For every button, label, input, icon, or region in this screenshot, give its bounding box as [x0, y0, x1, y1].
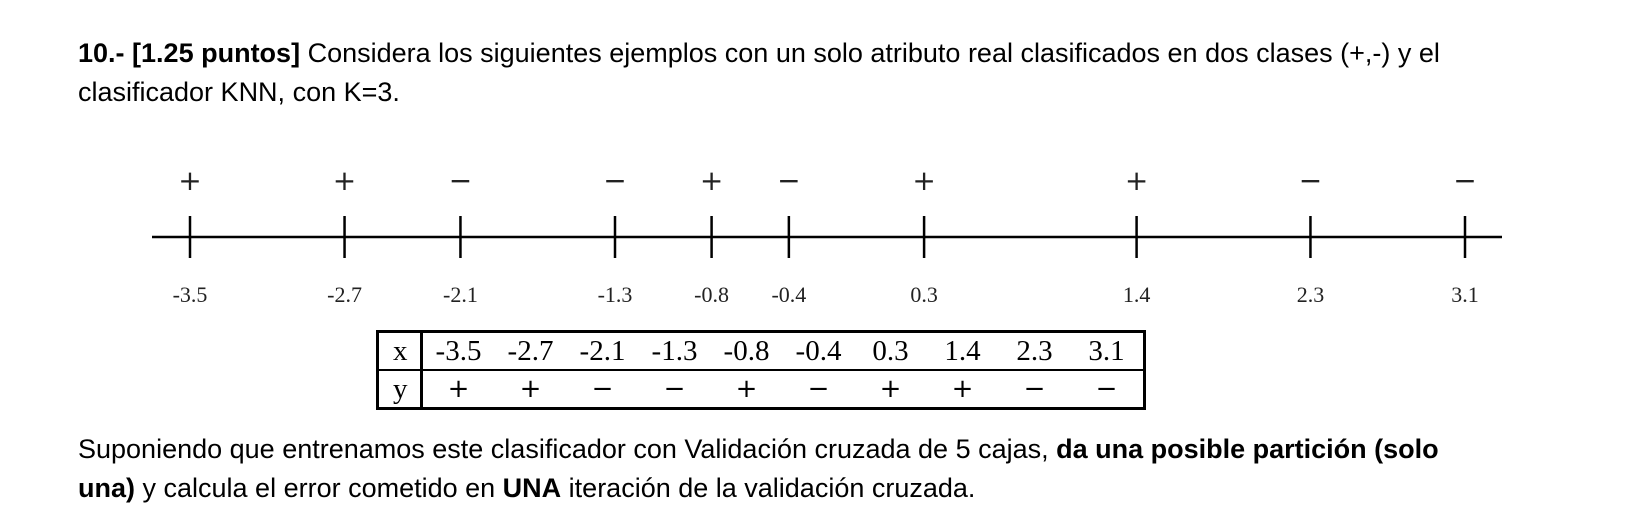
tick-label: -1.3	[598, 282, 633, 307]
table-row-y: y + + − − + − + + − −	[377, 370, 1145, 409]
tick-label: -0.8	[694, 282, 729, 307]
table-cell-x: 0.3	[854, 331, 927, 371]
task-text: Suponiendo que entrenamos este clasifica…	[78, 430, 1598, 508]
table-cell-y: −	[807, 374, 830, 404]
tick-label: 2.3	[1297, 282, 1325, 307]
class-label: +	[333, 164, 356, 197]
tick-label: 3.1	[1451, 282, 1479, 307]
table-cell-x: -3.5	[421, 331, 495, 371]
number-line-marks: + -3.5 + -2.7 − -2.1 − -1.3 + -0.8 − -0.4 +0.3 +1.4 − 2…	[173, 164, 1479, 307]
table-cell-y: +	[735, 374, 758, 404]
table-cell-y: −	[1095, 374, 1118, 404]
tick-label: 0.3	[910, 282, 938, 307]
class-label: −	[449, 164, 472, 197]
table-cell-x: 3.1	[1070, 331, 1144, 371]
tick-label: -3.5	[173, 282, 208, 307]
class-label: +	[912, 164, 935, 197]
question-intro: 10.- [1.25 puntos] Considera los siguien…	[78, 34, 1598, 112]
intro-line-1: Considera los siguientes ejemplos con un…	[300, 38, 1440, 68]
table-cell-y: −	[1023, 374, 1046, 404]
question-points: [1.25 puntos]	[132, 38, 301, 68]
class-label: +	[178, 164, 201, 197]
table-cell-y: −	[663, 374, 686, 404]
table-cell-y: +	[879, 374, 902, 404]
table-cell-x: 2.3	[998, 331, 1071, 371]
table-row-x: x -3.5 -2.7 -2.1 -1.3 -0.8 -0.4 0.3 1.4 2.3 3.1	[377, 331, 1144, 371]
table-header-x: x	[377, 331, 423, 371]
tick-label: -2.7	[327, 282, 362, 307]
task-part-3: una)	[78, 473, 135, 503]
class-label: −	[1453, 164, 1476, 197]
table-cell-x: -2.1	[566, 331, 639, 371]
table-cell-x: -2.7	[494, 331, 567, 371]
number-line-figure: + -3.5 + -2.7 − -2.1 − -1.3 + -0.8 − -0.4 +0.3 +1.4 − 2…	[152, 164, 1502, 307]
table-cell-x: -1.3	[638, 331, 711, 371]
table-cell-y: +	[447, 374, 470, 404]
table-cell-y: +	[519, 374, 542, 404]
table-cell-y: +	[951, 374, 974, 404]
intro-line-2: clasificador KNN, con K=3.	[78, 77, 400, 107]
task-part-6: iteración de la validación cruzada.	[561, 473, 976, 503]
task-part-4: y calcula el error cometido en	[135, 473, 503, 503]
task-part-2: da una posible partición (solo	[1056, 434, 1439, 464]
table-cell-x: -0.4	[782, 331, 855, 371]
class-label: +	[1125, 164, 1148, 197]
class-label: −	[1299, 164, 1322, 197]
question-number: 10.-	[78, 38, 125, 68]
table-cell-x: -0.8	[710, 331, 783, 371]
class-label: −	[603, 164, 626, 197]
tick-label: -0.4	[771, 282, 806, 307]
tick-label: -2.1	[443, 282, 478, 307]
task-part-5: UNA	[502, 473, 562, 503]
class-label: +	[700, 164, 723, 197]
data-table: x -3.5 -2.7 -2.1 -1.3 -0.8 -0.4 0.3 1.4 2.3 3.1 y…	[376, 330, 1146, 410]
class-label: −	[777, 164, 800, 197]
table-cell-y: −	[591, 374, 614, 404]
task-part-1: Suponiendo que entrenamos este clasifica…	[78, 434, 1057, 464]
table-cell-x: 1.4	[926, 331, 999, 371]
table-header-y: y	[377, 370, 423, 409]
tick-label: 1.4	[1123, 282, 1151, 307]
